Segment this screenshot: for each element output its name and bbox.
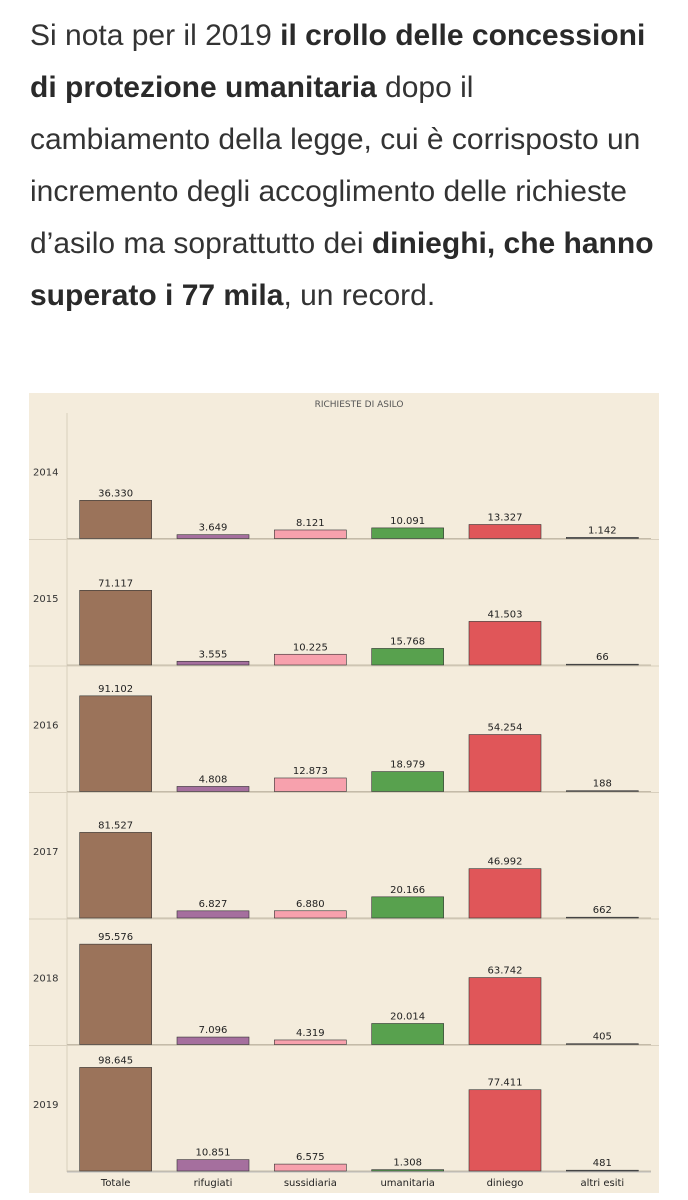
value-label-umanitaria-2018: 20.014 bbox=[390, 1011, 425, 1022]
value-label-altri-esiti-2019: 481 bbox=[593, 1158, 612, 1169]
bar-altri-esiti-2016 bbox=[566, 790, 639, 792]
value-label-Totale-2015: 71.117 bbox=[98, 578, 133, 589]
bar-diniego-2016 bbox=[468, 734, 542, 792]
value-label-diniego-2014: 13.327 bbox=[488, 513, 523, 524]
bar-diniego-2017 bbox=[468, 868, 542, 919]
bar-altri-esiti-2015 bbox=[566, 663, 639, 666]
value-label-diniego-2015: 41.503 bbox=[488, 609, 523, 620]
bar-umanitaria-2019 bbox=[371, 1169, 444, 1172]
asylum-requests-chart: RICHIESTE DI ASILO 2014 36.330 3.649 8.121 10… bbox=[29, 393, 659, 1193]
value-label-rifugiati-2018: 7.096 bbox=[199, 1025, 228, 1036]
x-tick-label-umanitaria: umanitaria bbox=[380, 1178, 434, 1189]
bar-rifugiati-2018 bbox=[176, 1036, 250, 1045]
value-label-umanitaria-2019: 1.308 bbox=[393, 1158, 422, 1169]
x-tick-label-altri-esiti: altri esiti bbox=[580, 1178, 624, 1189]
value-label-rifugiati-2014: 3.649 bbox=[199, 523, 228, 534]
bar-sussidiaria-2019 bbox=[274, 1163, 347, 1172]
bar-rifugiati-2017 bbox=[176, 910, 250, 919]
text-middle: dopo il cambiamento della legge, cui è c… bbox=[30, 71, 641, 260]
bar-rifugiati-2014 bbox=[176, 534, 250, 539]
value-label-altri-esiti-2015: 66 bbox=[596, 652, 609, 663]
value-label-umanitaria-2014: 10.091 bbox=[390, 516, 425, 527]
bar-umanitaria-2018 bbox=[371, 1023, 444, 1045]
value-label-rifugiati-2015: 3.555 bbox=[199, 649, 228, 660]
value-label-Totale-2016: 91.102 bbox=[98, 684, 133, 695]
value-label-rifugiati-2017: 6.827 bbox=[199, 899, 228, 910]
bar-rifugiati-2019 bbox=[176, 1159, 250, 1172]
value-label-rifugiati-2019: 10.851 bbox=[196, 1148, 231, 1159]
bar-sussidiaria-2016 bbox=[274, 777, 347, 792]
value-label-altri-esiti-2016: 188 bbox=[593, 779, 612, 790]
value-label-diniego-2018: 63.742 bbox=[488, 966, 523, 977]
value-label-altri-esiti-2014: 1.142 bbox=[588, 525, 617, 536]
value-label-altri-esiti-2017: 662 bbox=[593, 905, 612, 916]
value-label-diniego-2017: 46.992 bbox=[488, 857, 523, 868]
year-label-2016: 2016 bbox=[33, 720, 58, 731]
text-intro: Si nota per il 2019 bbox=[30, 19, 281, 52]
value-label-sussidiaria-2019: 6.575 bbox=[296, 1152, 325, 1163]
bar-Totale-2015 bbox=[79, 590, 152, 666]
bar-rifugiati-2015 bbox=[176, 660, 250, 666]
bar-umanitaria-2014 bbox=[371, 527, 444, 539]
bar-Totale-2016 bbox=[79, 695, 152, 792]
value-label-sussidiaria-2016: 12.873 bbox=[293, 766, 328, 777]
article-paragraph: Si nota per il 2019 il crollo delle conc… bbox=[30, 10, 660, 322]
value-label-diniego-2016: 54.254 bbox=[488, 723, 523, 734]
bar-sussidiaria-2014 bbox=[274, 529, 347, 539]
x-tick-label-Totale: Totale bbox=[100, 1178, 131, 1189]
bar-diniego-2015 bbox=[468, 621, 542, 666]
bar-sussidiaria-2015 bbox=[274, 653, 347, 666]
bar-rifugiati-2016 bbox=[176, 786, 250, 792]
text-highlight-dinieghi: dinieghi, che hanno superato i 77 mila bbox=[30, 227, 654, 312]
x-tick-label-rifugiati: rifugiati bbox=[194, 1178, 233, 1189]
value-label-Totale-2018: 95.576 bbox=[98, 932, 133, 943]
year-label-2017: 2017 bbox=[33, 847, 58, 858]
bar-Totale-2018 bbox=[79, 943, 152, 1045]
bar-Totale-2019 bbox=[79, 1067, 152, 1172]
bar-altri-esiti-2014 bbox=[566, 537, 639, 539]
value-label-altri-esiti-2018: 405 bbox=[593, 1032, 612, 1043]
value-label-rifugiati-2016: 4.808 bbox=[199, 774, 228, 785]
bar-diniego-2014 bbox=[468, 524, 542, 539]
year-label-2018: 2018 bbox=[33, 973, 58, 984]
year-label-2019: 2019 bbox=[33, 1100, 58, 1111]
bar-umanitaria-2015 bbox=[371, 648, 444, 666]
bar-diniego-2019 bbox=[468, 1089, 542, 1172]
value-label-sussidiaria-2014: 8.121 bbox=[296, 518, 325, 529]
value-label-umanitaria-2017: 20.166 bbox=[390, 885, 425, 896]
bar-Totale-2017 bbox=[79, 832, 152, 919]
bar-umanitaria-2016 bbox=[371, 771, 444, 792]
bar-altri-esiti-2019 bbox=[566, 1169, 639, 1172]
value-label-sussidiaria-2015: 10.225 bbox=[293, 642, 328, 653]
value-label-diniego-2019: 77.411 bbox=[488, 1078, 523, 1089]
text-end: , un record. bbox=[283, 279, 436, 312]
value-label-Totale-2014: 36.330 bbox=[98, 488, 133, 499]
value-label-umanitaria-2016: 18.979 bbox=[390, 760, 425, 771]
x-tick-label-diniego: diniego bbox=[487, 1178, 524, 1189]
bar-Totale-2014 bbox=[79, 500, 152, 539]
value-label-Totale-2017: 81.527 bbox=[98, 820, 133, 831]
year-label-2014: 2014 bbox=[33, 467, 58, 478]
x-tick-label-sussidiaria: sussidiaria bbox=[284, 1178, 337, 1189]
bar-sussidiaria-2018 bbox=[274, 1039, 347, 1045]
bar-umanitaria-2017 bbox=[371, 896, 444, 919]
value-label-umanitaria-2015: 15.768 bbox=[390, 636, 425, 647]
year-label-2015: 2015 bbox=[33, 594, 58, 605]
value-label-Totale-2019: 98.645 bbox=[98, 1055, 133, 1066]
chart-title: RICHIESTE DI ASILO bbox=[315, 400, 404, 410]
value-label-sussidiaria-2018: 4.319 bbox=[296, 1028, 325, 1039]
bar-diniego-2018 bbox=[468, 977, 542, 1045]
value-label-sussidiaria-2017: 6.880 bbox=[296, 899, 325, 910]
bar-altri-esiti-2018 bbox=[566, 1043, 639, 1045]
text-highlight-umanitaria: il crollo delle concessioni di protezion… bbox=[30, 19, 646, 104]
bar-altri-esiti-2017 bbox=[566, 916, 639, 919]
bar-sussidiaria-2017 bbox=[274, 910, 347, 919]
